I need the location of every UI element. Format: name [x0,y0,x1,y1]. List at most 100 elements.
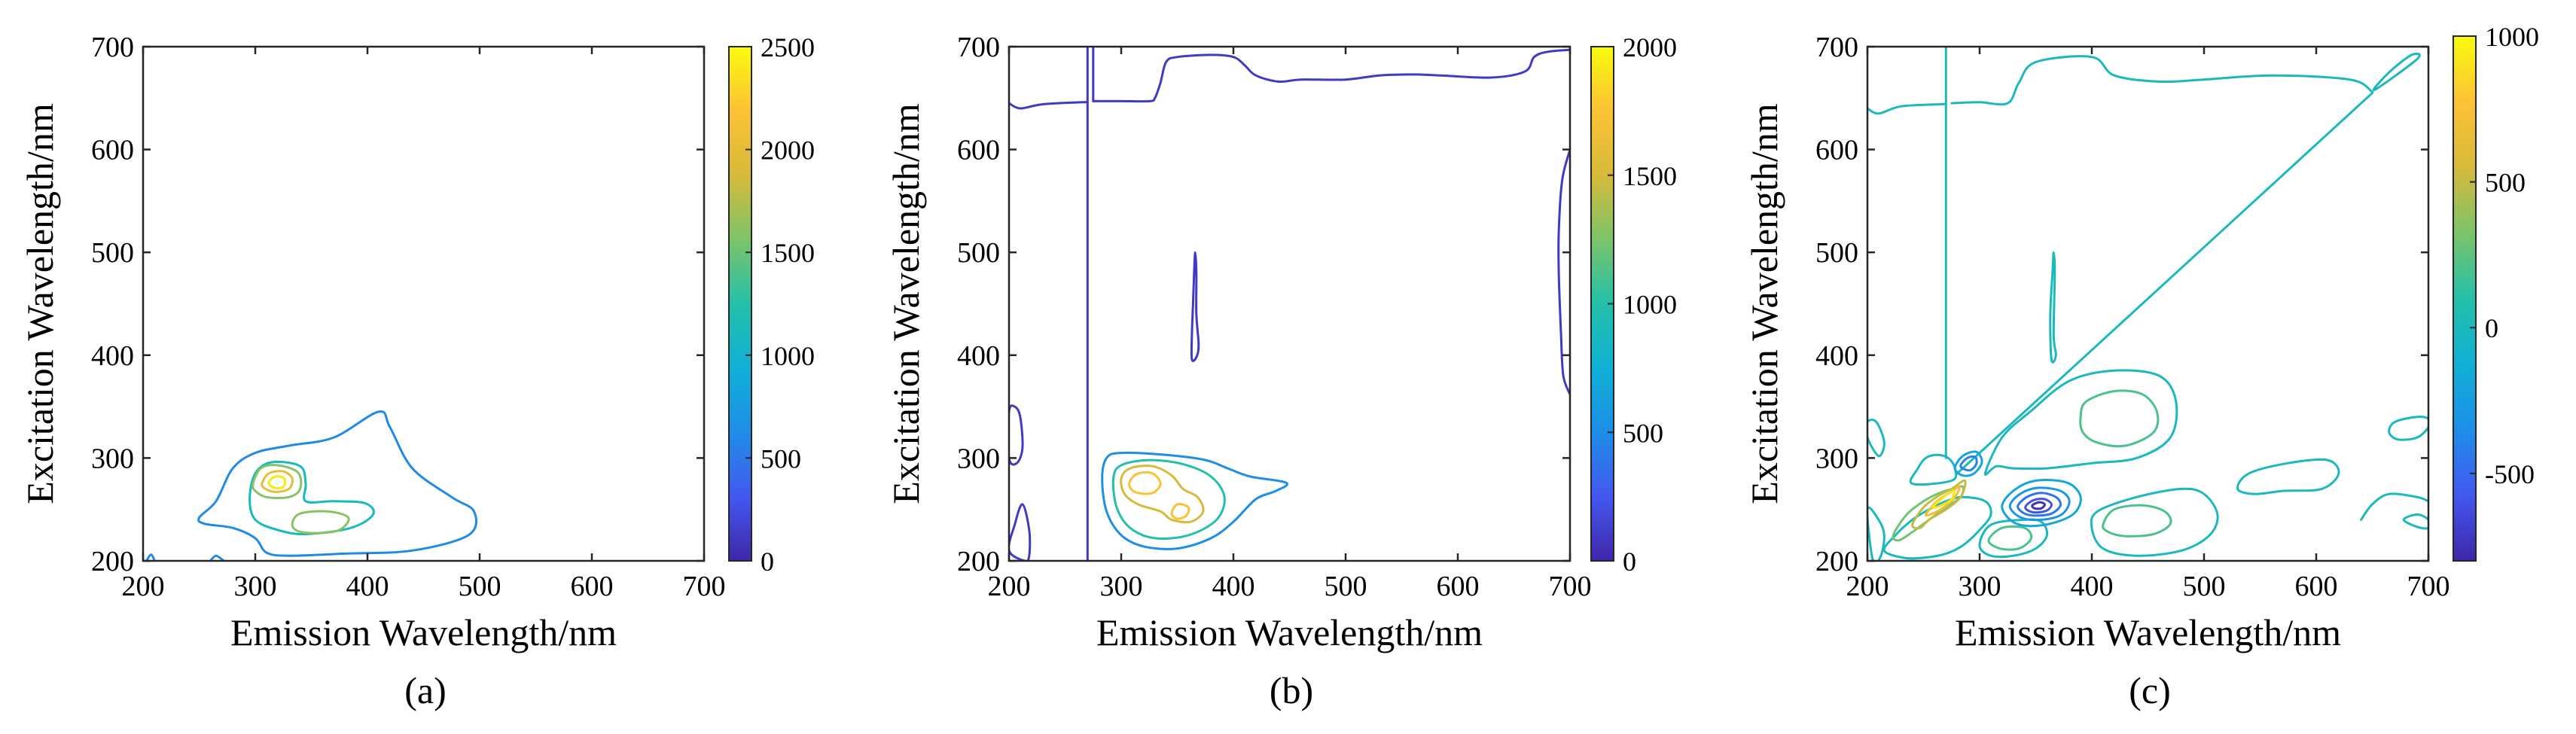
y-tick-label: 700 [91,32,134,63]
colorbar-tick-label: 0 [761,547,774,577]
x-tick-label: 300 [234,571,277,602]
y-axis-label: Excitation Wavelength/nm [885,103,927,504]
x-tick-label: 200 [1846,571,1889,602]
x-tick-label: 600 [2295,571,2338,602]
contour-line [2372,52,2421,92]
colorbar-tick-label: 500 [2485,168,2526,198]
contour-line [2360,492,2428,521]
contour-line [2049,251,2057,364]
y-axis-label: Excitation Wavelength/nm [19,103,61,504]
contour-line [1867,506,1886,561]
contour-line [1953,450,1983,477]
contour-line [1101,451,1288,550]
x-tick-label: 300 [1100,571,1143,602]
x-tick-label: 200 [988,571,1031,602]
contour-line [1911,479,1967,530]
contour-line [2388,416,2428,441]
y-tick-label: 300 [957,443,1000,474]
colorbar-tick-label: 2500 [761,32,815,62]
y-tick-label: 500 [91,237,134,269]
contour-line [1009,404,1024,466]
plot-frame [1008,45,1572,562]
panel-3: 200 300 400 500 600 700 200 300 400 500 600 700 Emis… [1743,22,2539,711]
colorbar-tick-label: 500 [761,443,801,474]
contour-line [1111,458,1226,541]
x-tick-label: 400 [346,571,389,602]
contour-group [145,410,477,561]
contour-line [1931,489,1956,510]
x-axis-label: Emission Wavelength/nm [230,611,617,653]
colorbar: 0 500 1000 1500 2000 2500 [728,32,815,577]
contour-line [267,475,287,490]
colorbar: 1000 500 0 -500 [2453,22,2539,562]
x-tick-label: 500 [1325,571,1367,602]
y-tick-label: 400 [957,340,1000,372]
x-axis-label: Emission Wavelength/nm [1955,611,2341,653]
y-tick-label: 600 [1815,135,1858,166]
x-tick-label: 500 [459,571,501,602]
x-tick-label: 300 [1959,571,2001,602]
y-tick-label: 200 [91,546,134,577]
contour-line [1190,251,1200,362]
contour-line [1120,464,1205,524]
colorbar-tick-label: 1000 [2485,22,2539,52]
panel-label: (a) [404,669,447,711]
contour-line [261,470,294,493]
y-axis-label: Excitation Wavelength/nm [1743,103,1785,504]
y-tick-label: 200 [957,546,1000,577]
colorbar-gradient [2453,35,2477,562]
x-tick-label: 400 [1212,571,1255,602]
contour-line [1959,455,1978,472]
y-tick-label: 200 [1815,546,1858,577]
panel-label: (c) [2129,669,2171,711]
contour-line [1909,453,1958,486]
contour-line [2102,504,2172,538]
plot-frame [142,45,706,562]
y-tick-label: 500 [1815,237,1858,269]
y-tick-label: 700 [957,32,1000,63]
x-axis-label: Emission Wavelength/nm [1096,611,1483,653]
contour-line [1978,518,2049,559]
colorbar-tick-label: 1500 [1623,161,1677,191]
contour-line [252,464,303,499]
colorbar-tick-label: 2000 [761,136,815,166]
contour-line [2402,513,2428,530]
y-tick-label: 700 [1815,32,1858,63]
colorbar-tick-label: 2000 [1623,32,1677,62]
colorbar-tick-label: 1000 [1623,290,1677,320]
panel-2: 200 300 400 500 600 700 200 300 400 500 600 700 Emis… [885,32,1677,711]
x-tick-label: 600 [571,571,614,602]
x-tick-label: 700 [1549,571,1592,602]
x-tick-label: 600 [1437,571,1480,602]
x-tick-label: 400 [2071,571,2114,602]
contour-line [197,410,477,557]
x-tick-label: 500 [2183,571,2226,602]
contour-line [1128,471,1162,495]
contour-line [2079,389,2160,448]
contour-line [1950,55,2373,106]
x-tick-label: 200 [122,571,165,602]
colorbar-tick-label: -500 [2485,459,2535,489]
colorbar-tick-label: 0 [2485,313,2498,343]
contour-line [1983,369,2178,476]
colorbar-tick-label: 1500 [761,238,815,268]
colorbar-tick-label: 1000 [761,341,815,371]
plot-frame [1866,45,2430,562]
contour-line [209,554,225,561]
y-tick-label: 500 [957,237,1000,269]
contour-group [1867,47,2428,561]
contour-line [2001,479,2082,528]
contour-group [1009,47,1570,561]
contour-line [2090,487,2219,557]
contour-line [1557,148,1570,396]
contour-line [1882,495,1992,560]
y-tick-label: 600 [91,135,134,166]
contour-line [2024,498,2053,514]
contour-line [2236,458,2340,495]
contour-line [1009,101,1089,110]
y-tick-label: 600 [957,135,1000,166]
contour-line [2031,501,2046,510]
contour-line [1867,102,1947,115]
contour-line [1170,503,1190,520]
